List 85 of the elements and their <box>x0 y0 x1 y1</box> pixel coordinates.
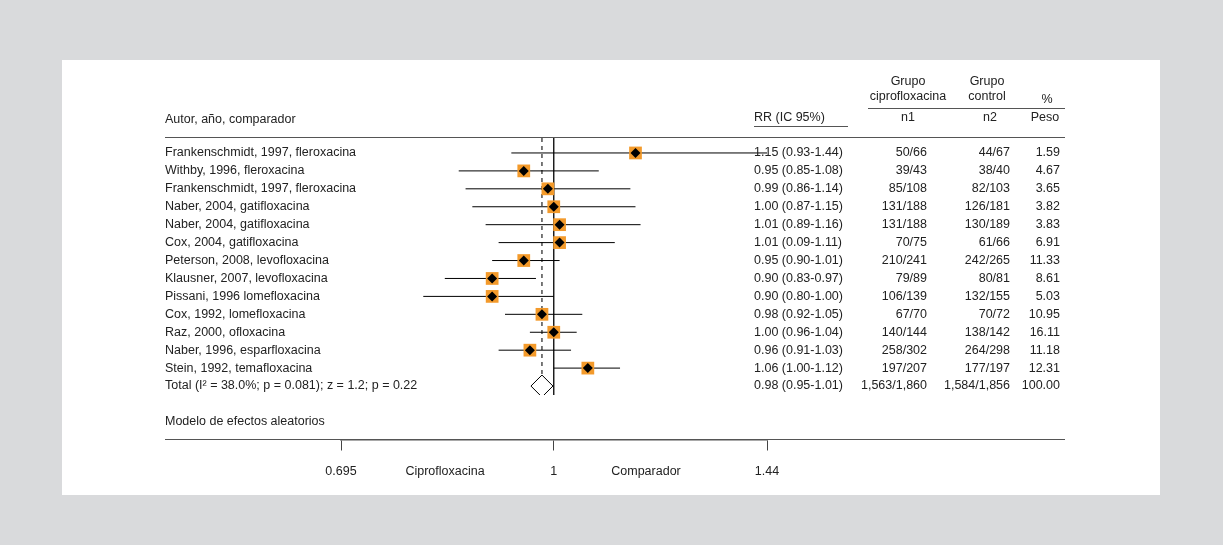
data-label: 0.90 (0.80-1.00) <box>754 288 843 303</box>
y-tick-label: Cox, 1992, lomefloxacina <box>165 306 306 321</box>
data-label: 1.15 (0.93-1.44) <box>754 145 843 160</box>
y-tick-label: Withby, 1996, fleroxacina <box>165 163 305 178</box>
y-tick-label: Cox, 2004, gatifloxacina <box>165 235 299 250</box>
text: 140/144 <box>881 324 928 339</box>
text: 106/139 <box>881 288 928 303</box>
text: 177/197 <box>964 360 1011 375</box>
y-tick-label: Pissani, 1996 lomefloxacina <box>165 288 320 303</box>
text: 16.11 <box>1029 324 1061 339</box>
text: 210/241 <box>881 252 928 267</box>
text: 82/103 <box>971 181 1011 196</box>
text: 61/66 <box>978 235 1011 250</box>
text: 132/155 <box>964 288 1011 303</box>
y-tick-label: Naber, 1996, esparfloxacina <box>165 342 321 357</box>
text: 3.83 <box>1035 217 1061 232</box>
y-tick-label: Klausner, 2007, levofloxacina <box>165 270 328 285</box>
y-tick-label: Frankenschmidt, 1997, fleroxacina <box>165 181 357 196</box>
text: 138/142 <box>964 324 1011 339</box>
y-tick-label: Frankenschmidt, 1997, fleroxacina <box>165 145 357 160</box>
text: 67/70 <box>895 306 928 321</box>
text: 197/207 <box>881 360 928 375</box>
text: % <box>1041 92 1053 107</box>
data-label: 0.98 (0.92-1.05) <box>754 306 843 321</box>
text: 6.91 <box>1035 235 1061 250</box>
text: RR (IC 95%) <box>754 110 825 125</box>
text: 5.03 <box>1035 288 1061 303</box>
text: 80/81 <box>978 270 1011 285</box>
data-label: 0.90 (0.83-0.97) <box>754 270 843 285</box>
text: 8.61 <box>1035 270 1061 285</box>
text: 131/188 <box>881 199 928 214</box>
text: 11.18 <box>1029 342 1061 357</box>
text: Grupo ciprofloxacina <box>869 74 947 104</box>
text: Comparador <box>611 464 681 479</box>
text: 1,563/1,860 <box>860 378 928 393</box>
text: 3.65 <box>1035 181 1061 196</box>
data-label: 1.01 (0.09-1.11) <box>754 235 843 250</box>
text: 12.31 <box>1028 360 1061 375</box>
x-tick-label: 1.44 <box>754 463 780 478</box>
text: 39/43 <box>895 163 928 178</box>
text: 50/66 <box>895 145 928 160</box>
text: 130/189 <box>964 217 1011 232</box>
y-axis-title: Autor, año, comparador <box>165 112 296 127</box>
text: 4.67 <box>1035 163 1061 178</box>
y-tick-label: Total (I² = 38.0%; p = 0.081); z = 1.2; p = 0.22 <box>165 378 418 393</box>
text: 44/67 <box>978 145 1011 160</box>
text: 10.95 <box>1028 306 1061 321</box>
text: 85/108 <box>888 181 928 196</box>
text: 70/72 <box>978 306 1011 321</box>
text: Peso <box>1030 110 1060 125</box>
text: 1.59 <box>1035 145 1061 160</box>
data-label: 1.00 (0.87-1.15) <box>754 199 843 214</box>
y-tick-label: Naber, 2004, gatifloxacina <box>165 199 310 214</box>
text: 3.82 <box>1035 199 1061 214</box>
y-tick-label: Naber, 2004, gatifloxacina <box>165 217 310 232</box>
text: 242/265 <box>964 252 1011 267</box>
data-label: 1.01 (0.89-1.16) <box>754 217 843 232</box>
x-tick-label: 0.695 <box>325 463 357 478</box>
data-label: 0.95 (0.85-1.08) <box>754 163 843 178</box>
annotation: 0.98 (0.95-1.01) <box>754 378 843 393</box>
text: 264/298 <box>964 342 1011 357</box>
text: 38/40 <box>978 163 1011 178</box>
text: 79/89 <box>895 270 928 285</box>
y-tick-label: Stein, 1992, temafloxacina <box>165 360 313 375</box>
text: 258/302 <box>881 342 928 357</box>
data-label: 1.00 (0.96-1.04) <box>754 324 843 339</box>
data-label: 0.95 (0.90-1.01) <box>754 252 843 267</box>
text: 70/75 <box>895 235 928 250</box>
text: Modelo de efectos aleatorios <box>165 414 325 429</box>
text: 1,584/1,856 <box>943 378 1011 393</box>
y-tick-label: Raz, 2000, ofloxacina <box>165 324 286 339</box>
text: n2 <box>983 110 997 125</box>
data-label: 0.96 (0.91-1.03) <box>754 342 843 357</box>
text: 11.33 <box>1029 252 1061 267</box>
text: 126/181 <box>964 199 1011 214</box>
text: 131/188 <box>881 217 928 232</box>
text: Ciprofloxacina <box>405 464 485 479</box>
text: Grupo control <box>968 74 1006 104</box>
data-label: 1.06 (1.00-1.12) <box>754 360 843 375</box>
x-tick-label: 1 <box>550 463 558 478</box>
text: n1 <box>901 110 915 125</box>
y-tick-label: Peterson, 2008, levofloxacina <box>165 252 330 267</box>
text: 100.00 <box>1021 378 1061 393</box>
data-label: 0.99 (0.86-1.14) <box>754 181 843 196</box>
point <box>530 374 554 395</box>
